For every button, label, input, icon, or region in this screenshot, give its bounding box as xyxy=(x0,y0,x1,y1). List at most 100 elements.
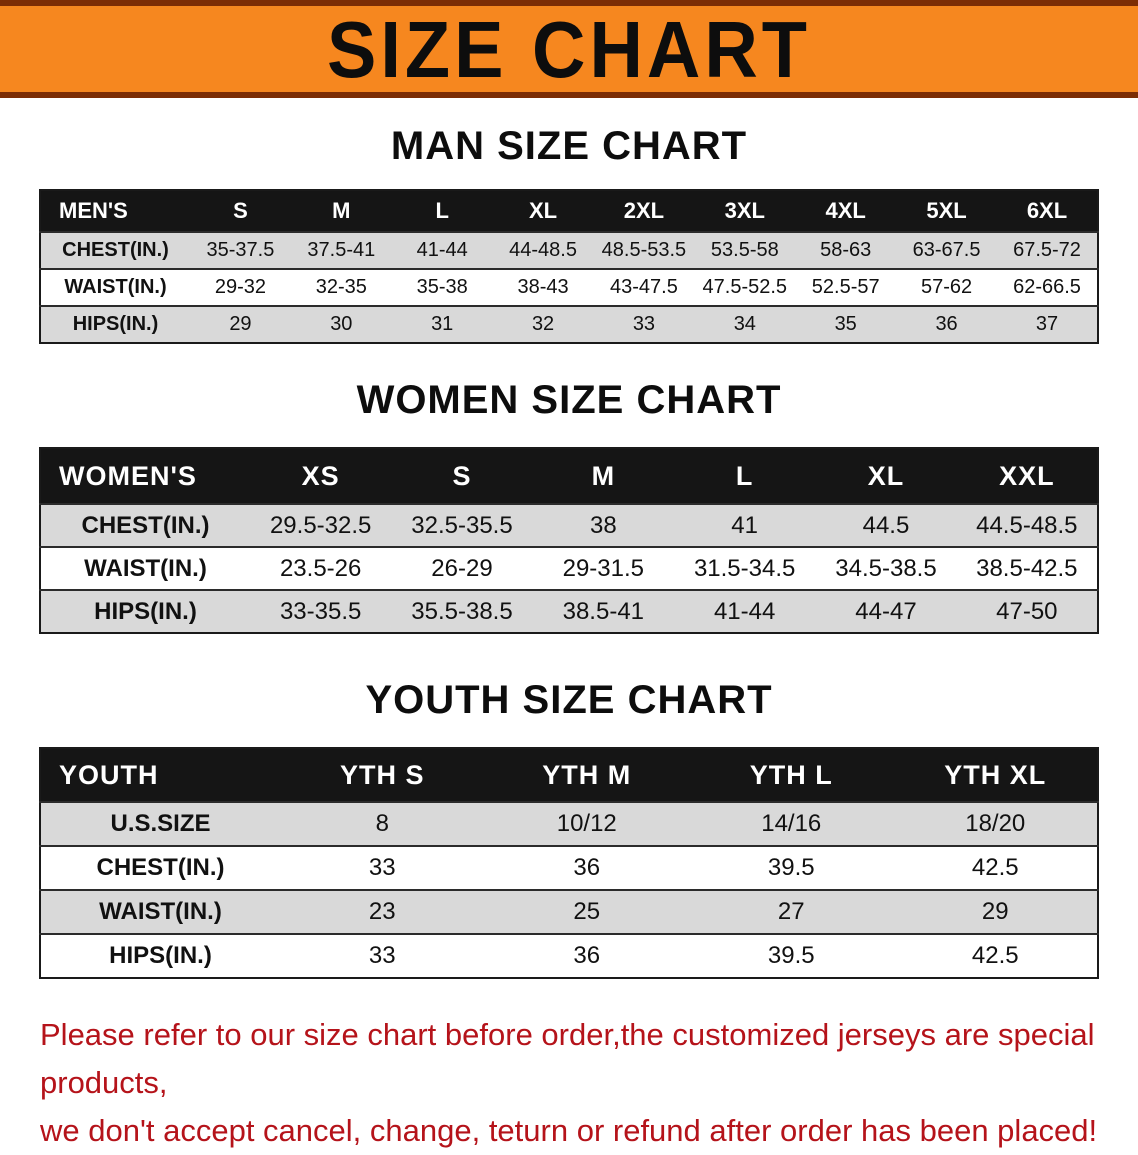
table-cell: 39.5 xyxy=(767,942,815,969)
women-size-header: XS xyxy=(250,448,392,504)
table-cell: 43-47.5 xyxy=(610,276,678,298)
order-notice-line2: we don't accept cancel, change, teturn o… xyxy=(40,1113,1098,1149)
table-cell: 32 xyxy=(531,313,555,335)
table-cell: 36 xyxy=(573,942,601,969)
table-cell: 67.5-72 xyxy=(1013,239,1081,261)
table-cell: 29 xyxy=(981,898,1009,925)
table-cell: 31 xyxy=(431,313,454,335)
table-cell: 36 xyxy=(935,313,958,335)
table-cell: 44.5-48.5 xyxy=(976,511,1078,539)
table-cell: 38 xyxy=(589,511,617,539)
youth-ussize-row: U.S.SIZE 8 10/12 14/16 18/20 xyxy=(40,802,1098,846)
table-cell: 47.5-52.5 xyxy=(702,276,788,298)
table-cell: 32.5-35.5 xyxy=(411,511,513,539)
men-hips-row: HIPS(IN.) 29 30 31 32 33 34 35 36 37 xyxy=(40,306,1098,343)
table-cell: 27 xyxy=(777,898,805,925)
table-cell: 14/16 xyxy=(761,810,822,837)
men-waist-row: WAIST(IN.) 29-32 32-35 35-38 38-43 43-47… xyxy=(40,269,1098,306)
row-label: HIPS(IN.) xyxy=(94,597,197,625)
row-label: HIPS(IN.) xyxy=(109,942,212,969)
row-label: WAIST(IN.) xyxy=(64,276,167,298)
row-label: CHEST(IN.) xyxy=(81,511,210,539)
table-cell: 41 xyxy=(731,511,758,539)
row-label: CHEST(IN.) xyxy=(62,239,169,261)
women-size-header: XL xyxy=(815,448,957,504)
men-size-header: M xyxy=(290,190,392,232)
men-size-table: MEN'S S M L XL 2XL 3XL 4XL 5XL 6XL CHEST… xyxy=(39,189,1099,344)
table-cell: 26-29 xyxy=(431,554,493,582)
table-cell: 31.5-34.5 xyxy=(693,554,796,582)
table-cell: 32-35 xyxy=(315,276,367,298)
table-cell: 44.5 xyxy=(862,511,910,539)
youth-size-header: YTH S xyxy=(280,748,485,802)
table-cell: 36 xyxy=(573,854,601,881)
table-cell: 39.5 xyxy=(767,854,815,881)
table-cell: 41-44 xyxy=(713,597,776,625)
table-cell: 8 xyxy=(375,810,389,837)
table-cell: 18/20 xyxy=(965,810,1026,837)
youth-size-header: YTH M xyxy=(484,748,689,802)
table-cell: 44-48.5 xyxy=(509,239,577,261)
table-cell: 62-66.5 xyxy=(1013,276,1081,298)
women-chest-row: CHEST(IN.) 29.5-32.5 32.5-35.5 38 41 44.… xyxy=(40,504,1098,547)
table-cell: 37.5-41 xyxy=(307,239,376,261)
banner-title: SIZE CHART xyxy=(327,4,811,94)
table-cell: 44-47 xyxy=(855,597,917,625)
table-cell: 35-37.5 xyxy=(206,239,275,261)
women-size-header: XXL xyxy=(956,448,1098,504)
table-cell: 29-32 xyxy=(214,276,267,298)
table-cell: 25 xyxy=(573,898,601,925)
table-cell: 30 xyxy=(330,313,353,335)
men-size-header: 4XL xyxy=(795,190,897,232)
table-cell: 35-38 xyxy=(416,276,468,298)
table-cell: 34 xyxy=(733,313,756,335)
table-cell: 35 xyxy=(834,313,857,335)
men-header-row: MEN'S S M L XL 2XL 3XL 4XL 5XL 6XL xyxy=(40,190,1098,232)
women-table-title: WOMEN'S xyxy=(40,448,250,504)
women-waist-row: WAIST(IN.) 23.5-26 26-29 29-31.5 31.5-34… xyxy=(40,547,1098,590)
table-cell: 35.5-38.5 xyxy=(411,597,513,625)
table-cell: 63-67.5 xyxy=(912,239,981,261)
youth-chest-row: CHEST(IN.) 33 36 39.5 42.5 xyxy=(40,846,1098,890)
youth-size-header: YTH XL xyxy=(893,748,1098,802)
women-size-header: S xyxy=(391,448,533,504)
table-cell: 48.5-53.5 xyxy=(601,239,687,261)
table-cell: 42.5 xyxy=(971,942,1019,969)
men-size-header: 2XL xyxy=(593,190,695,232)
man-size-chart-heading: MAN SIZE CHART xyxy=(390,124,748,168)
table-cell: 42.5 xyxy=(971,854,1019,881)
table-cell: 29.5-32.5 xyxy=(269,511,372,539)
table-cell: 38.5-42.5 xyxy=(976,554,1078,582)
row-label: HIPS(IN.) xyxy=(72,313,159,335)
men-chest-row: CHEST(IN.) 35-37.5 37.5-41 41-44 44-48.5… xyxy=(40,232,1098,269)
banner: SIZE CHART xyxy=(0,0,1138,98)
table-cell: 29 xyxy=(229,313,252,335)
order-notice-line1: Please refer to our size chart before or… xyxy=(40,1017,1095,1101)
women-size-header: L xyxy=(673,448,816,504)
table-cell: 10/12 xyxy=(556,810,617,837)
youth-header-row: YOUTH YTH S YTH M YTH L YTH XL xyxy=(40,748,1098,802)
table-cell: 38-43 xyxy=(517,276,569,298)
table-cell: 23.5-26 xyxy=(279,554,362,582)
men-size-header: L xyxy=(391,190,493,232)
row-label: U.S.SIZE xyxy=(110,810,211,837)
table-cell: 33-35.5 xyxy=(279,597,362,625)
table-cell: 38.5-41 xyxy=(562,597,645,625)
table-cell: 58-63 xyxy=(820,239,872,261)
women-size-header: M xyxy=(532,448,674,504)
row-label: CHEST(IN.) xyxy=(96,854,225,881)
table-cell: 33 xyxy=(632,313,656,335)
youth-size-header: YTH L xyxy=(689,748,894,802)
table-cell: 33 xyxy=(368,942,396,969)
row-label: WAIST(IN.) xyxy=(99,898,222,925)
table-cell: 57-62 xyxy=(920,276,973,298)
table-cell: 37 xyxy=(1035,313,1059,335)
row-label: WAIST(IN.) xyxy=(84,554,207,582)
table-cell: 41-44 xyxy=(416,239,468,261)
women-header-row: WOMEN'S XS S M L XL XXL xyxy=(40,448,1098,504)
table-cell: 34.5-38.5 xyxy=(835,554,937,582)
youth-table-title: YOUTH xyxy=(40,748,280,802)
youth-hips-row: HIPS(IN.) 33 36 39.5 42.5 xyxy=(40,934,1098,978)
men-size-header: XL xyxy=(492,190,594,232)
men-size-header: 3XL xyxy=(694,190,796,232)
